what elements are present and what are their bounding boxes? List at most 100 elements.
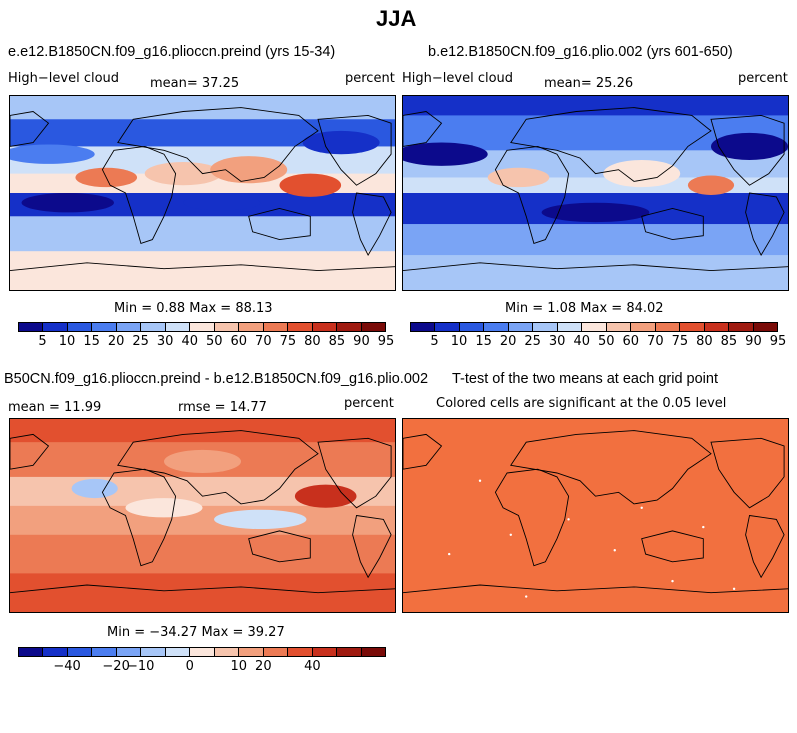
- panel3-rmse-label: rmse = 14.77: [178, 400, 267, 415]
- coastline: [641, 208, 704, 241]
- field-band: [10, 505, 395, 536]
- coastline: [745, 192, 785, 257]
- colorbar-swatch: [165, 648, 191, 656]
- field-blob: [164, 449, 241, 474]
- colorbar-tick-label: 20: [499, 334, 517, 349]
- coastline: [641, 530, 704, 563]
- field-blob: [294, 484, 357, 508]
- field-blob: [144, 161, 222, 186]
- panel1-colorbar-ticks: 5 10 15 20 25 30 40 50 60 70 75 80 85 90 95: [18, 334, 394, 350]
- figure-title: JJA: [376, 6, 417, 31]
- panel2-title: b.e12.B1850CN.f09_g16.plio.002 (yrs 601-…: [428, 44, 733, 60]
- colorbar-swatch: [165, 323, 191, 331]
- colorbar-tick-label: 20: [255, 659, 272, 674]
- colorbar-tick-label: 50: [205, 334, 223, 349]
- coastline: [710, 114, 785, 186]
- panel3-colorbar: [18, 647, 386, 657]
- field-blob: [210, 156, 288, 184]
- panel3-colorbar-ticks: −40 −20 −10 0 10 20 40: [18, 659, 386, 675]
- coastline: [101, 468, 177, 567]
- colorbar-swatch: [116, 648, 142, 656]
- colorbar-tick-label: 95: [769, 334, 787, 349]
- colorbar-tick-label: 70: [647, 334, 664, 349]
- colorbar-swatch: [337, 648, 362, 656]
- colorbar-swatch: [19, 323, 44, 331]
- colorbar-swatch: [92, 648, 117, 656]
- field-blob: [183, 194, 261, 211]
- colorbar-tick-label: −10: [126, 659, 155, 674]
- nonsignificant-cell: [567, 518, 570, 521]
- colorbar-swatch: [557, 323, 583, 331]
- colorbar-tick-label: 30: [548, 334, 566, 349]
- colorbar-swatch: [141, 323, 166, 331]
- colorbar-swatch: [337, 323, 362, 331]
- colorbar-swatch: [67, 648, 93, 656]
- coastline: [101, 145, 177, 244]
- colorbar-swatch: [67, 323, 93, 331]
- colorbar-swatch: [263, 648, 289, 656]
- colorbar-swatch: [459, 323, 485, 331]
- panel3-title: B50CN.f09_g16.plioccn.preind - b.e12.B18…: [4, 371, 429, 387]
- field-band: [10, 96, 395, 121]
- field-band: [10, 216, 395, 253]
- coastline: [403, 584, 788, 594]
- coastline: [403, 262, 788, 272]
- coastline: [10, 584, 395, 594]
- colorbar-tick-label: 60: [230, 334, 248, 349]
- coastline: [745, 514, 785, 579]
- colorbar-swatch: [680, 323, 705, 331]
- coastline: [510, 430, 712, 505]
- colorbar-tick-label: 60: [622, 334, 640, 349]
- colorbar-swatch: [631, 323, 656, 331]
- coastline: [317, 114, 392, 186]
- coastline: [10, 111, 50, 147]
- field-band: [403, 224, 788, 257]
- panel1-mean-label: mean= 37.25: [150, 76, 240, 91]
- panel2-colorbar: [410, 322, 778, 332]
- field-blob: [279, 173, 342, 197]
- coastline: [10, 262, 395, 272]
- nonsignificant-cell: [732, 587, 736, 591]
- colorbar-tick-label: 5: [430, 334, 439, 349]
- field-blob: [541, 202, 650, 223]
- field-band: [403, 96, 788, 117]
- colorbar-swatch: [43, 323, 68, 331]
- colorbar-swatch: [190, 648, 215, 656]
- coastline: [317, 437, 392, 509]
- colorbar-tick-label: 20: [107, 334, 125, 349]
- colorbar-tick-label: 40: [573, 334, 590, 349]
- colorbar-tick-label: 0: [185, 659, 194, 674]
- colorbar-swatch: [312, 323, 338, 331]
- coastline: [403, 111, 443, 147]
- coastline: [494, 468, 570, 567]
- field-blob: [603, 160, 681, 188]
- colorbar-swatch: [239, 323, 264, 331]
- colorbar-tick-label: 10: [230, 659, 248, 674]
- colorbar-tick-label: 90: [745, 334, 762, 349]
- panel2-map: [402, 95, 789, 291]
- nonsignificant-cell: [640, 506, 643, 509]
- field-blob: [10, 144, 95, 164]
- colorbar-swatch: [141, 648, 166, 656]
- colorbar-swatch: [361, 323, 386, 331]
- panel1-title: e.e12.B1850CN.f09_g16.plioccn.preind (yr…: [8, 44, 336, 60]
- colorbar-swatch: [92, 323, 117, 331]
- panel4-note: Colored cells are significant at the 0.0…: [436, 396, 727, 411]
- colorbar-swatch: [606, 323, 632, 331]
- panel1-units-label: percent: [345, 71, 395, 86]
- coastline: [10, 433, 50, 470]
- nonsignificant-cell: [613, 549, 616, 552]
- colorbar-swatch: [435, 323, 460, 331]
- coastline: [710, 437, 785, 509]
- field-band: [403, 255, 788, 290]
- field-blob: [71, 478, 118, 499]
- colorbar-tick-label: 15: [475, 334, 492, 349]
- colorbar-tick-label: 70: [255, 334, 272, 349]
- panel2-mean-label: mean= 25.26: [544, 76, 634, 91]
- nonsignificant-cell: [448, 552, 451, 556]
- field-band: [10, 419, 395, 444]
- colorbar-swatch: [190, 323, 215, 331]
- field-band: [403, 419, 788, 612]
- field-blob: [487, 167, 550, 188]
- panel2-variable-label: High−level cloud: [402, 71, 514, 86]
